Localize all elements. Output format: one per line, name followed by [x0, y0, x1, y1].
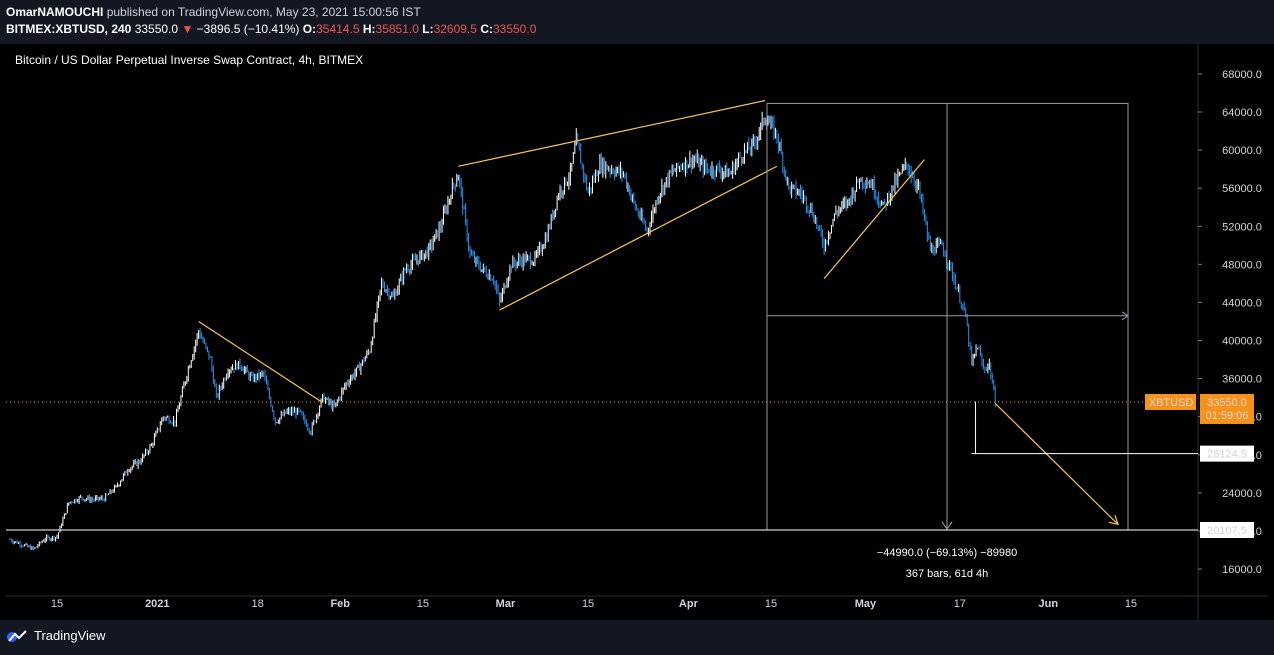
- level-price-tag: [1200, 521, 1254, 538]
- x-tick-label: 18: [252, 598, 264, 610]
- chart-title: Bitcoin / US Dollar Perpetual Inverse Sw…: [15, 53, 364, 67]
- measure-change-label: −44990.0 (−69.13%) −89980: [877, 547, 1017, 559]
- measure-bars-label: 367 bars, 61d 4h: [906, 568, 989, 580]
- y-tick-label: 36000.0: [1222, 374, 1262, 386]
- y-tick-label: 56000.0: [1222, 183, 1262, 195]
- measure-arrow-icon: [941, 521, 953, 530]
- x-tick-label: Mar: [496, 598, 516, 610]
- x-tick-label: 15: [51, 598, 63, 610]
- y-tick-label: 64000.0: [1222, 107, 1262, 119]
- y-tick-label: 52000.0: [1222, 221, 1262, 233]
- candle-countdown-label: 01:59:06: [1206, 410, 1249, 422]
- low-value: 32609.5: [433, 22, 477, 36]
- projection-arrow-icon: [1108, 515, 1119, 526]
- close-value: 33550.0: [492, 22, 537, 36]
- price-chart[interactable]: 68000.0 64000.0 60000.0 56000.0 52000.0 48000…: [6, 44, 1268, 620]
- projection-arrow-line[interactable]: [994, 402, 1119, 525]
- x-tick-label: 2021: [145, 598, 169, 610]
- trendline[interactable]: [499, 165, 778, 311]
- author-name[interactable]: OmarNAMOUCHI: [6, 5, 104, 19]
- level-price-label: 28124.5: [1207, 449, 1247, 461]
- x-tick-label: 15: [417, 598, 429, 610]
- x-tick-label: 15: [765, 598, 777, 610]
- x-tick-label: Apr: [679, 598, 699, 610]
- publish-line: OmarNAMOUCHI published on TradingView.co…: [6, 5, 421, 19]
- y-tick-label: 24000.0: [1222, 488, 1262, 500]
- trendline[interactable]: [823, 159, 925, 280]
- x-tick-label: May: [855, 598, 877, 610]
- open-label: O:: [302, 22, 317, 36]
- trendline[interactable]: [198, 320, 323, 403]
- y-tick-label: 40000.0: [1222, 336, 1262, 348]
- symbol-tag-label: XBTUSD: [1149, 397, 1194, 409]
- high-value: 35851.0: [375, 22, 419, 36]
- close-label: C:: [480, 22, 493, 36]
- y-tick-label: 44000.0: [1222, 297, 1262, 309]
- symbol-tag: [1145, 393, 1196, 410]
- open-value: 35414.5: [316, 22, 360, 36]
- published-text: published on TradingView.com, May 23, 20…: [106, 5, 421, 19]
- chart-header: OmarNAMOUCHI published on TradingView.co…: [0, 0, 1274, 44]
- low-label: L:: [422, 22, 434, 36]
- last-price-label: 33550.0: [1207, 397, 1247, 409]
- tradingview-logo[interactable]: TradingView: [6, 628, 106, 643]
- price-change: −3896.5 (−10.41%): [196, 22, 300, 36]
- x-tick-label: Jun: [1039, 598, 1059, 610]
- y-tick-label: 68000.0: [1222, 69, 1262, 81]
- last-price: 33550.0: [134, 22, 179, 36]
- x-tick-label: 15: [1125, 598, 1137, 610]
- chart-panel[interactable]: 68000.0 64000.0 60000.0 56000.0 52000.0 48000…: [6, 44, 1268, 620]
- level-price-tag: [1200, 445, 1254, 462]
- last-price-tag: [1200, 393, 1254, 424]
- chart-footer: [0, 620, 1274, 655]
- symbol-label: BITMEX:XBTUSD, 240: [6, 22, 132, 36]
- high-label: H:: [362, 22, 376, 36]
- ohlc-line: BITMEX:XBTUSD, 240 33550.0 ▼ −3896.5 (−1…: [6, 22, 536, 36]
- tradingview-brand: TradingView: [34, 628, 106, 643]
- y-tick-label: 60000.0: [1222, 145, 1262, 157]
- x-tick-label: Feb: [330, 598, 350, 610]
- tradingview-logo-icon: [7, 629, 27, 642]
- measure-arrow-icon: [1121, 311, 1129, 321]
- down-arrow-icon: ▼: [181, 22, 194, 36]
- x-tick-label: 17: [954, 598, 966, 610]
- y-tick-label: 48000.0: [1222, 259, 1262, 271]
- level-price-label: 20107.5: [1207, 525, 1247, 537]
- x-tick-label: 15: [582, 598, 594, 610]
- y-tick-label: 16000.0: [1222, 564, 1262, 576]
- trendline[interactable]: [458, 99, 766, 167]
